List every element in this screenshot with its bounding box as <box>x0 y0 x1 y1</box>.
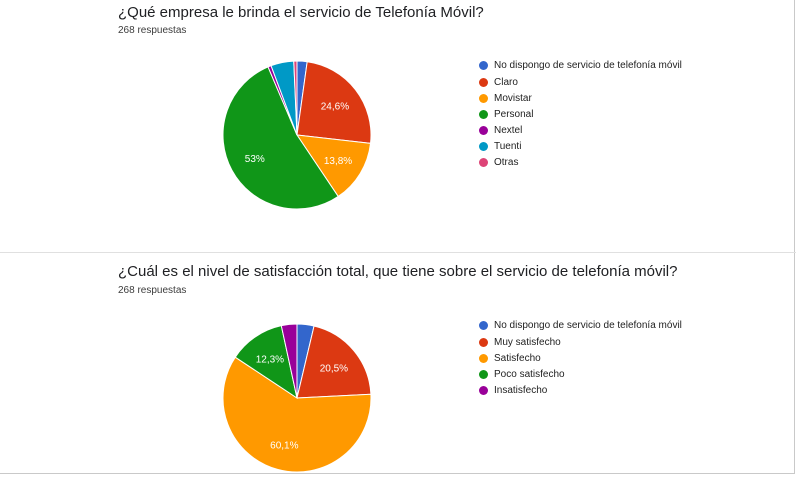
legend: No dispongo de servicio de telefonía móv… <box>479 320 684 401</box>
pie-slice[interactable] <box>293 60 298 136</box>
pie-slice[interactable] <box>295 134 372 198</box>
pie-slice[interactable] <box>222 356 372 473</box>
legend-swatch <box>479 158 488 167</box>
slice-data-label: 53% <box>245 154 265 165</box>
chart-card-1: ¿Qué empresa le brinda el servicio de Te… <box>118 4 684 230</box>
pie-slice[interactable] <box>296 325 372 399</box>
legend-label: Tuenti <box>494 141 522 152</box>
card-divider <box>0 252 796 253</box>
legend-item[interactable]: Otras <box>479 157 684 169</box>
legend-label: No dispongo de servicio de telefonía móv… <box>494 320 682 331</box>
slice-data-label: 20,5% <box>320 363 348 374</box>
legend-label: Personal <box>494 109 534 120</box>
legend-item[interactable]: Muy satisfecho <box>479 337 684 349</box>
pie-slice[interactable] <box>222 66 339 210</box>
legend-label: No dispongo de servicio de telefonía móv… <box>494 60 682 71</box>
slice-data-label: 12,3% <box>256 354 284 365</box>
slice-data-label: 24,6% <box>321 102 349 113</box>
chart-card-2: ¿Cuál es el nivel de satisfacción total,… <box>0 256 796 475</box>
responses-count: 268 respuestas <box>118 25 187 36</box>
legend-label: Satisfecho <box>494 353 541 364</box>
legend-label: Poco satisfecho <box>494 369 565 380</box>
slice-data-label: 13,8% <box>324 156 352 167</box>
legend-swatch <box>479 370 488 379</box>
legend-swatch <box>479 321 488 330</box>
legend-item[interactable]: Satisfecho <box>479 353 684 365</box>
legend-swatch <box>479 386 488 395</box>
legend-item[interactable]: No dispongo de servicio de telefonía móv… <box>479 320 684 332</box>
legend-label: Movistar <box>494 93 532 104</box>
legend-item[interactable]: Poco satisfecho <box>479 369 684 381</box>
legend-label: Nextel <box>494 125 523 136</box>
legend-label: Otras <box>494 157 519 168</box>
legend-item[interactable]: Movistar <box>479 93 684 105</box>
legend-swatch <box>479 78 488 87</box>
legend-swatch <box>479 110 488 119</box>
legend-item[interactable]: Claro <box>479 77 684 89</box>
legend-swatch <box>479 142 488 151</box>
legend-item[interactable]: No dispongo de servicio de telefonía móv… <box>479 60 684 72</box>
legend-label: Claro <box>494 77 518 88</box>
legend-label: Muy satisfecho <box>494 337 561 348</box>
legend-label: Insatisfecho <box>494 385 548 396</box>
slice-data-label: 60,1% <box>270 440 298 451</box>
pie-slice[interactable] <box>280 323 298 399</box>
legend-item[interactable]: Nextel <box>479 125 684 137</box>
legend-item[interactable]: Personal <box>479 109 684 121</box>
responses-count: 268 respuestas <box>118 285 187 296</box>
chart-title: ¿Cuál es el nivel de satisfacción total,… <box>118 263 678 280</box>
pie-chart[interactable]: 24,6% 13,8% 53% <box>200 40 400 230</box>
legend-swatch <box>479 61 488 70</box>
legend-swatch <box>479 338 488 347</box>
legend-swatch <box>479 126 488 135</box>
legend-item[interactable]: Insatisfecho <box>479 385 684 397</box>
legend-swatch <box>479 94 488 103</box>
legend-item[interactable]: Tuenti <box>479 141 684 153</box>
legend: No dispongo de servicio de telefonía móv… <box>479 60 684 173</box>
frame <box>0 0 795 474</box>
pie-slice[interactable] <box>296 61 372 144</box>
pie-chart[interactable]: 20,5% 60,1% 12,3% <box>200 303 400 493</box>
legend-swatch <box>479 354 488 363</box>
chart-title: ¿Qué empresa le brinda el servicio de Te… <box>118 4 484 21</box>
